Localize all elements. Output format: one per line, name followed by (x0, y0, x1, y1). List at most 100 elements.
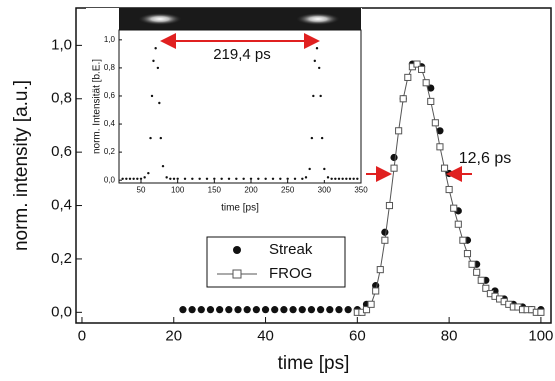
y-tick-label: 0,2 (51, 250, 72, 267)
marker (474, 269, 480, 275)
marker (262, 306, 269, 313)
marker (189, 306, 196, 313)
y-axis-label: norm. Intensität [b.E.] (92, 59, 103, 154)
marker (312, 95, 314, 97)
marker (405, 74, 411, 80)
y-tick-label: 1,0 (51, 36, 72, 53)
x-tick-label: 300 (318, 185, 332, 194)
marker (149, 137, 151, 139)
marker (396, 128, 402, 134)
streak-spot (138, 13, 182, 25)
marker (352, 178, 354, 180)
marker (400, 96, 406, 102)
marker (198, 306, 205, 313)
marker (280, 306, 287, 313)
marker (308, 306, 315, 313)
marker (235, 178, 237, 180)
marker (125, 178, 127, 180)
marker (129, 178, 131, 180)
marker (345, 306, 352, 313)
marker (157, 67, 159, 69)
marker (242, 178, 244, 180)
marker (308, 168, 310, 170)
marker (176, 178, 178, 180)
marker (317, 306, 324, 313)
marker (253, 306, 260, 313)
marker (338, 178, 340, 180)
marker (460, 237, 466, 243)
marker (250, 178, 252, 180)
marker (423, 80, 429, 86)
x-tick-label: 80 (441, 327, 458, 344)
x-tick-label: 200 (244, 185, 258, 194)
marker (207, 306, 214, 313)
legend-marker (233, 246, 241, 254)
marker (446, 186, 452, 192)
marker (220, 178, 222, 180)
marker (341, 178, 343, 180)
marker (326, 306, 333, 313)
marker (286, 178, 288, 180)
marker (271, 306, 278, 313)
marker (451, 205, 457, 211)
x-tick-label: 0 (78, 327, 86, 344)
marker (158, 102, 160, 104)
marker (173, 178, 175, 180)
marker (165, 176, 167, 178)
x-tick-label: 50 (137, 185, 146, 194)
y-tick-label: 1,0 (104, 35, 116, 44)
marker (381, 229, 388, 236)
marker (373, 288, 379, 294)
marker (279, 178, 281, 180)
marker (538, 309, 544, 315)
marker (321, 137, 323, 139)
marker (132, 178, 134, 180)
marker (136, 178, 138, 180)
x-tick-label: 40 (257, 327, 274, 344)
marker (179, 306, 186, 313)
marker (140, 178, 142, 180)
marker (228, 178, 230, 180)
marker (432, 120, 438, 126)
marker (234, 306, 241, 313)
marker (349, 178, 351, 180)
marker (264, 178, 266, 180)
marker (386, 202, 392, 208)
marker (257, 178, 259, 180)
marker (464, 251, 470, 257)
marker (419, 66, 425, 72)
marker (143, 176, 145, 178)
marker (184, 178, 186, 180)
marker (345, 178, 347, 180)
marker (289, 306, 296, 313)
marker (330, 178, 332, 180)
marker (314, 60, 316, 62)
y-tick-label: 0,2 (104, 147, 116, 156)
marker (121, 178, 123, 180)
y-tick-label: 0,6 (51, 143, 72, 160)
marker (441, 165, 447, 171)
marker (377, 267, 383, 273)
x-tick-label: 20 (165, 327, 182, 344)
marker (206, 178, 208, 180)
marker (318, 67, 320, 69)
marker (147, 172, 149, 174)
marker (356, 178, 358, 180)
x-tick-label: 250 (281, 185, 295, 194)
x-axis-label: time [ps] (278, 353, 350, 374)
x-tick-label: 350 (354, 185, 368, 194)
marker (191, 178, 193, 180)
marker (437, 144, 443, 150)
marker (244, 306, 251, 313)
annotation: 219,4 ps (213, 46, 271, 63)
marker (154, 47, 156, 49)
marker (160, 137, 162, 139)
marker (391, 165, 397, 171)
streak-spot (296, 13, 340, 25)
x-tick-label: 100 (528, 327, 553, 344)
x-tick-label: 60 (349, 327, 366, 344)
marker (323, 168, 325, 170)
inset-plot: 501001502002503003500,00,20,40,60,81,0ti… (86, 8, 368, 216)
x-tick-label: 100 (171, 185, 185, 194)
marker (272, 178, 274, 180)
